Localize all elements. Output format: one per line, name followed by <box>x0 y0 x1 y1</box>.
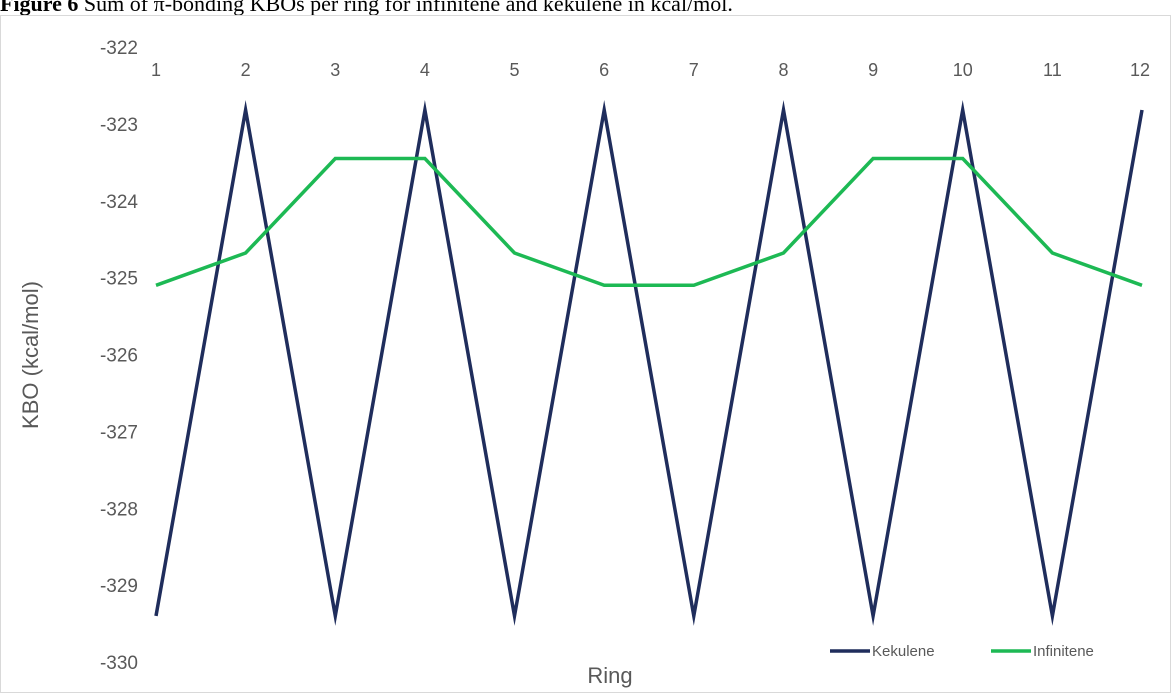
x-tick-label: 3 <box>330 60 340 80</box>
x-tick-label: 9 <box>868 60 878 80</box>
series-lines <box>154 99 1144 626</box>
y-tick-label: -330 <box>100 653 138 674</box>
x-tick-label: 4 <box>420 60 430 80</box>
y-tick-label: -328 <box>100 499 138 520</box>
y-tick-label: -322 <box>100 38 138 59</box>
chart-legend: Kekulene Infinitene <box>830 643 1094 660</box>
figure-caption-label: Figure 6 <box>0 0 79 15</box>
chart-frame <box>0 15 1171 693</box>
x-tick-label: 1 <box>151 60 161 80</box>
y-tick-label: -323 <box>100 115 138 136</box>
x-tick-label: 10 <box>953 60 973 80</box>
x-tick-label: 12 <box>1130 60 1150 80</box>
x-tick-label: 8 <box>778 60 788 80</box>
y-tick-label: -329 <box>100 576 138 597</box>
y-tick-label: -327 <box>100 422 138 443</box>
figure-caption-text: Sum of π-bonding KBOs per ring for infin… <box>78 0 733 15</box>
legend-label: Infinitene <box>1033 643 1094 660</box>
x-axis-title: Ring <box>587 663 632 688</box>
x-tick-label: 5 <box>510 60 520 80</box>
y-axis-ticks: -322 -323 -324 -325 -326 -327 -328 -329 -330 <box>100 38 138 674</box>
series-line-kekulene <box>154 99 1144 626</box>
x-tick-label: 11 <box>1043 60 1062 80</box>
x-tick-label: 7 <box>689 60 699 80</box>
x-axis-ticks: 1 2 3 4 5 6 7 8 9 10 11 12 <box>151 60 1150 80</box>
y-tick-label: -326 <box>100 346 138 367</box>
legend-label: Kekulene <box>872 643 935 660</box>
y-axis-title: KBO (kcal/mol) <box>18 281 43 429</box>
series-line-infinitene <box>155 156 1143 288</box>
x-tick-label: 6 <box>599 60 609 80</box>
figure-caption: Figure 6 Sum of π-bonding KBOs per ring … <box>0 0 1172 15</box>
y-tick-label: -325 <box>100 269 138 290</box>
y-tick-label: -324 <box>100 192 138 213</box>
x-tick-label: 2 <box>241 60 251 80</box>
